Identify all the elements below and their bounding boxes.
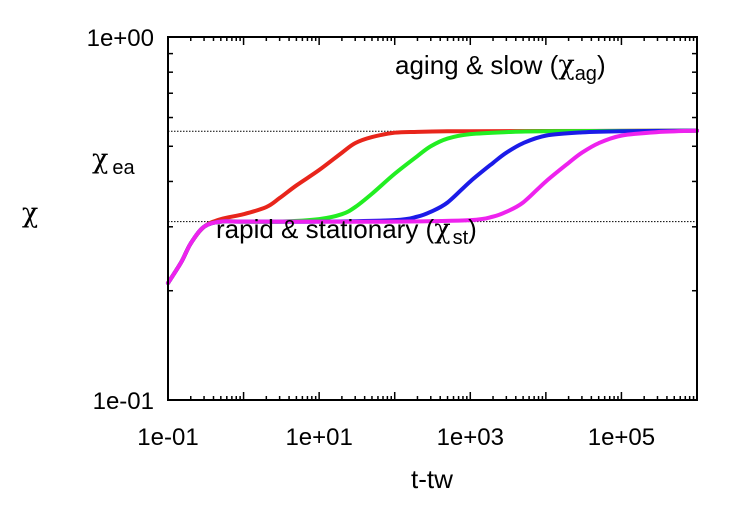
series-line-1 — [166, 128, 699, 286]
x-axis-label: t-tw — [411, 464, 453, 494]
annotation-rapid-suffix: ) — [468, 214, 477, 244]
annotation-aging-subscript: ag — [575, 63, 597, 85]
series-line-0 — [166, 128, 699, 286]
x-tick-label: 1e+03 — [437, 424, 504, 451]
x-tick-label: 1e+05 — [588, 424, 655, 451]
x-tick-label: 1e+01 — [285, 424, 352, 451]
annotation-aging-prefix: aging & slow ( — [395, 50, 559, 80]
y-tick-label: 1e-01 — [93, 388, 154, 415]
annotation-rapid-subscript: st — [453, 227, 469, 249]
annotation-aging: aging & slow (χag) — [395, 50, 606, 85]
y-tick-label: 1e+00 — [87, 25, 154, 52]
annotation-rapid-prefix: rapid & stationary ( — [216, 214, 435, 244]
chi-ea-label: χ ea — [92, 144, 135, 179]
series-group — [166, 128, 699, 286]
x-tick-label: 1e-01 — [137, 424, 198, 451]
series-line-3 — [166, 128, 699, 286]
plot-frame — [167, 36, 698, 401]
annotation-rapid: rapid & stationary (χ st) — [216, 214, 477, 249]
annotation-aging-symbol: χ — [558, 50, 574, 81]
y-axis-label: χ — [22, 198, 38, 229]
annotation-rapid-symbol: χ — [434, 214, 450, 245]
chi-ea-symbol: χ — [92, 144, 108, 175]
chi-ea-subscript: ea — [112, 157, 135, 179]
axis-ticks: 1e-01 1e+00 1e-01 1e+01 1e+03 1e+05 — [87, 25, 698, 451]
series-line-2 — [166, 128, 699, 286]
annotation-aging-suffix: ) — [597, 50, 606, 80]
